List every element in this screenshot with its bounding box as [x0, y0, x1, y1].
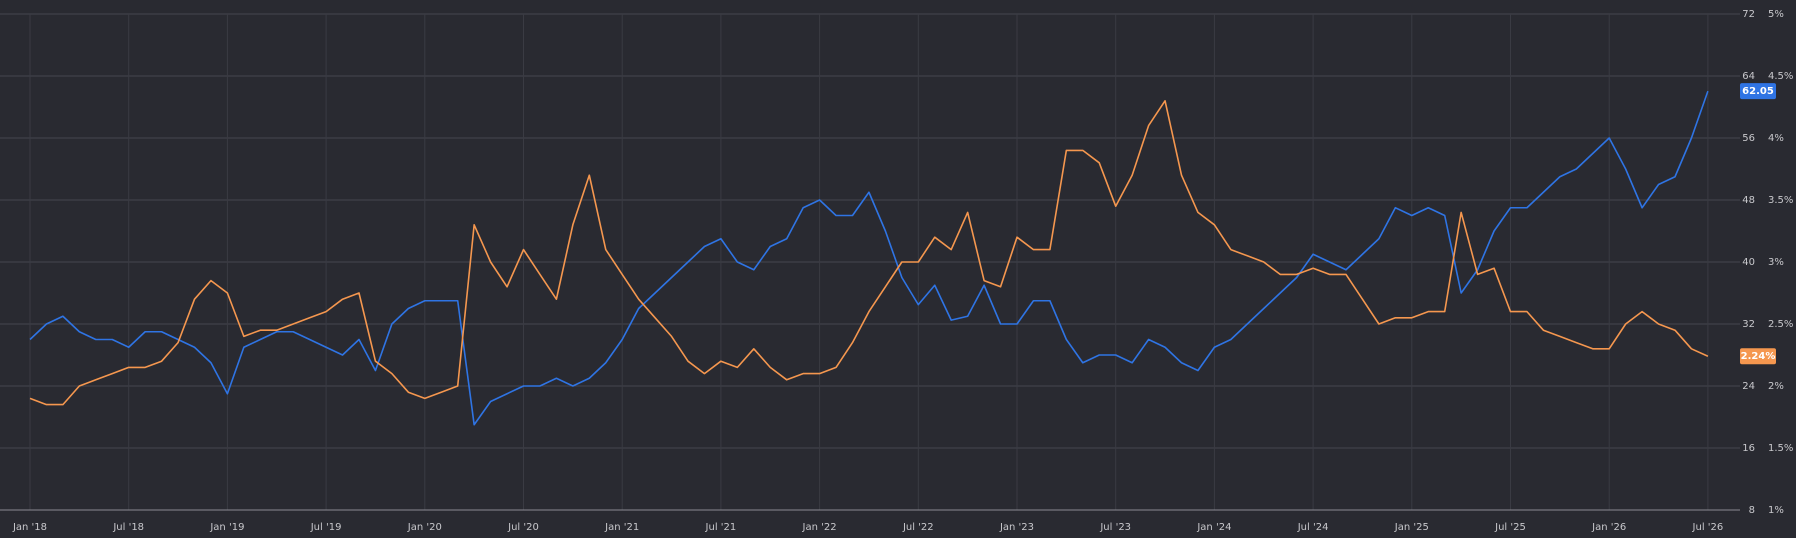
x-tick-label: Jan '23: [999, 522, 1034, 533]
last-value-badge: [1740, 83, 1776, 100]
y-tick-label: 32: [1742, 319, 1755, 330]
y-tick-label: 72: [1742, 9, 1755, 20]
x-tick-label: Jan '24: [1196, 522, 1231, 533]
x-tick-label: Jan '18: [12, 522, 47, 533]
y2-tick-label: 1%: [1768, 505, 1784, 516]
x-tick-label: Jul '20: [507, 522, 539, 533]
y2-tick-label: 5%: [1768, 9, 1784, 20]
x-tick-label: Jan '22: [802, 522, 837, 533]
y2-tick-label: 1.5%: [1768, 443, 1793, 454]
y2-tick-label: 3.5%: [1768, 195, 1793, 206]
y-tick-label: 64: [1742, 71, 1755, 82]
x-tick-label: Jan '20: [407, 522, 442, 533]
y-tick-label: 16: [1742, 443, 1755, 454]
x-tick-label: Jan '26: [1591, 522, 1626, 533]
x-tick-label: Jul '22: [902, 522, 934, 533]
y-tick-label: 48: [1742, 195, 1755, 206]
last-value-label: 62.05: [1742, 86, 1774, 97]
y-tick-label: 24: [1742, 381, 1755, 392]
x-tick-label: Jan '19: [209, 522, 244, 533]
series-line: [29, 90, 1709, 426]
x-tick-label: Jul '18: [112, 522, 144, 533]
x-tick-label: Jul '19: [310, 522, 342, 533]
series-line: [29, 100, 1709, 406]
y2-tick-label: 2.5%: [1768, 319, 1793, 330]
x-tick-label: Jul '24: [1297, 522, 1329, 533]
x-tick-label: Jul '21: [705, 522, 737, 533]
y2-tick-label: 2%: [1768, 381, 1784, 392]
last-value-badge: [1740, 348, 1776, 365]
x-tick-label: Jan '25: [1394, 522, 1429, 533]
y-tick-label: 40: [1742, 257, 1755, 268]
x-tick-label: Jan '21: [604, 522, 639, 533]
last-value-label: 2.24%: [1741, 351, 1776, 362]
x-tick-label: Jul '25: [1494, 522, 1526, 533]
x-tick-label: Jul '26: [1692, 522, 1724, 533]
y-tick-label: 8: [1749, 505, 1755, 516]
y-tick-label: 56: [1742, 133, 1755, 144]
y2-tick-label: 3%: [1768, 257, 1784, 268]
y2-tick-label: 4.5%: [1768, 71, 1793, 82]
x-tick-label: Jul '23: [1099, 522, 1131, 533]
y2-tick-label: 4%: [1768, 133, 1784, 144]
